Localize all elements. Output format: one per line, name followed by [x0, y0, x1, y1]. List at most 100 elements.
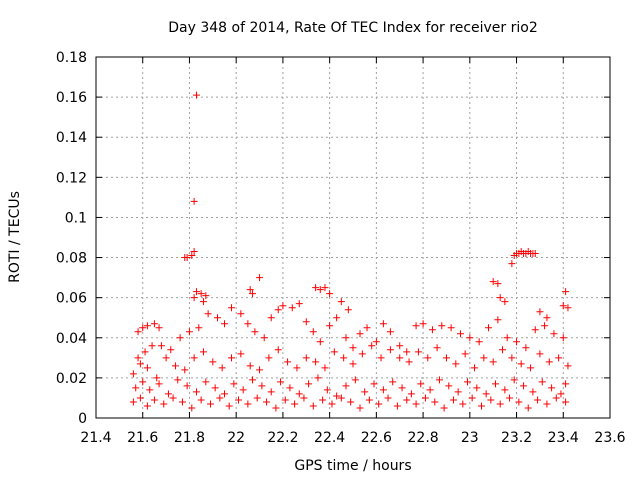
y-tick-label: 0.18	[56, 50, 87, 66]
data-point	[213, 314, 221, 322]
x-tick-label: 21.6	[127, 430, 158, 446]
data-point	[393, 402, 401, 410]
data-point	[349, 360, 357, 368]
data-point	[356, 330, 364, 338]
data-point	[447, 324, 455, 332]
data-point	[263, 398, 271, 406]
data-point	[347, 398, 355, 406]
data-point	[190, 354, 198, 362]
data-point	[522, 344, 530, 352]
data-point	[295, 300, 303, 308]
data-point	[139, 324, 147, 332]
data-point	[181, 366, 189, 374]
data-point	[199, 298, 207, 306]
data-point	[228, 354, 236, 362]
data-point	[169, 394, 177, 402]
data-point	[562, 398, 570, 406]
data-point	[524, 404, 532, 412]
y-tick-label: 0.12	[56, 170, 87, 186]
x-tick-label: 22.2	[267, 430, 298, 446]
data-point	[349, 344, 357, 352]
data-point	[438, 322, 446, 330]
data-point	[496, 294, 504, 302]
data-point	[452, 360, 460, 368]
data-point	[148, 342, 156, 350]
data-point	[470, 364, 478, 372]
data-point	[559, 334, 567, 342]
data-point	[274, 346, 282, 354]
data-point	[284, 358, 292, 366]
data-point	[230, 380, 238, 388]
data-point	[384, 394, 392, 402]
data-point	[302, 318, 310, 326]
data-point	[286, 384, 294, 392]
data-point	[480, 354, 488, 362]
data-point	[389, 378, 397, 386]
data-point	[489, 278, 497, 286]
data-point	[129, 370, 137, 378]
data-point	[417, 380, 425, 388]
data-point	[534, 396, 542, 404]
data-point	[162, 354, 170, 362]
data-point	[150, 320, 158, 328]
data-point	[351, 376, 359, 384]
data-point	[520, 382, 528, 390]
data-point	[183, 382, 191, 390]
data-point	[314, 374, 322, 382]
x-tick-label: 21.8	[174, 430, 205, 446]
y-tick-label: 0	[78, 411, 87, 427]
data-point	[375, 400, 383, 408]
data-point	[206, 400, 214, 408]
data-point	[466, 334, 474, 342]
data-point	[531, 250, 539, 258]
data-point	[433, 344, 441, 352]
data-point	[428, 326, 436, 334]
data-point	[559, 302, 567, 310]
data-point	[440, 404, 448, 412]
data-point	[372, 338, 380, 346]
data-point	[237, 310, 245, 318]
data-point	[538, 378, 546, 386]
data-point	[449, 396, 457, 404]
data-point	[300, 394, 308, 402]
data-point	[218, 364, 226, 372]
x-tick-label: 22.8	[408, 430, 439, 446]
data-point	[515, 398, 523, 406]
data-point	[251, 328, 259, 336]
data-point	[295, 390, 303, 398]
y-tick-label: 0.06	[56, 291, 87, 307]
data-point	[316, 338, 324, 346]
data-point	[414, 348, 422, 356]
data-point	[461, 350, 469, 358]
data-point	[249, 376, 257, 384]
data-point	[412, 322, 420, 330]
data-point	[398, 384, 406, 392]
data-point	[473, 384, 481, 392]
data-point	[281, 396, 289, 404]
data-point	[274, 306, 282, 314]
data-point	[216, 394, 224, 402]
y-axis-label: ROTI / TECUs	[7, 191, 23, 283]
data-point	[494, 316, 502, 324]
data-point	[139, 378, 147, 386]
data-point	[541, 322, 549, 330]
data-point	[146, 386, 154, 394]
data-point	[143, 402, 151, 410]
data-point	[302, 354, 310, 362]
data-point	[199, 348, 207, 356]
data-point	[456, 330, 464, 338]
data-point	[312, 284, 320, 292]
data-points	[129, 91, 572, 412]
x-tick-label: 21.4	[80, 430, 111, 446]
y-tick-label: 0.14	[56, 130, 87, 146]
x-tick-label: 23	[461, 430, 479, 446]
data-point	[192, 288, 200, 296]
data-point	[190, 294, 198, 302]
data-point	[316, 286, 324, 294]
data-point	[176, 334, 184, 342]
data-point	[421, 394, 429, 402]
data-point	[309, 402, 317, 410]
data-point	[342, 382, 350, 390]
data-point	[487, 396, 495, 404]
